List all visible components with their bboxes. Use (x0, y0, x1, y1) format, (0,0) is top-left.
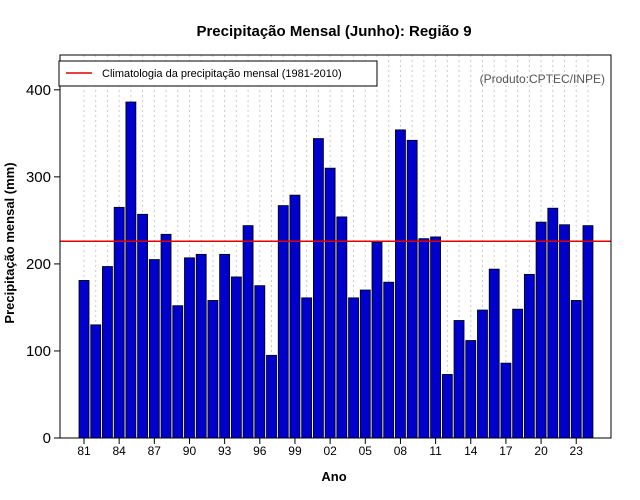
bar-1989 (172, 305, 184, 439)
bar-1999 (289, 194, 301, 439)
bar-2020 (535, 221, 547, 439)
x-tick-label: 14 (464, 444, 478, 458)
bar-2008 (395, 129, 406, 439)
x-axis: 81 84 87 90 93 96 99 02 05 08 11 14 17 20 23 (77, 438, 583, 458)
x-tick-label: 05 (359, 444, 373, 458)
y-tick-label: 300 (26, 169, 51, 186)
credit-text: (Produto:CPTEC/INPE) (480, 72, 605, 86)
bar-1996 (254, 285, 266, 439)
bar-1982 (90, 324, 102, 439)
bar-1998 (277, 205, 289, 439)
chart-title: Precipitação Mensal (Junho): Região 9 (196, 23, 471, 40)
bar-2015 (477, 309, 488, 439)
bar-2022 (559, 224, 570, 439)
bar-2023 (570, 300, 582, 439)
x-tick-label: 81 (77, 444, 91, 458)
bar-1991 (195, 253, 207, 439)
bar-2010 (418, 238, 430, 439)
bar-2005 (359, 289, 371, 439)
x-axis-title: Ano (321, 469, 346, 484)
x-tick-label: 23 (570, 444, 584, 458)
bar-2004 (348, 297, 359, 439)
bar-1986 (137, 213, 149, 439)
bars-layer (78, 101, 594, 439)
bar-1997 (266, 354, 277, 439)
y-tick-label: 0 (43, 430, 51, 447)
bar-1994 (230, 276, 242, 439)
legend: Climatologia da precipitação mensal (198… (58, 60, 378, 87)
y-tick-label: 200 (26, 256, 51, 273)
bar-1987 (148, 259, 160, 439)
bar-2012 (441, 374, 453, 439)
legend-box (58, 60, 378, 87)
bar-1985 (125, 101, 137, 439)
plot-frame (59, 54, 612, 439)
bar-2002 (324, 167, 336, 439)
x-tick-label: 96 (253, 444, 267, 458)
y-tick-label: 100 (26, 343, 51, 360)
x-tick-label: 17 (499, 444, 513, 458)
bar-2011 (430, 236, 442, 439)
bar-2013 (453, 320, 465, 439)
bar-1988 (160, 233, 172, 439)
bar-2017 (500, 362, 512, 439)
x-tick-label: 99 (288, 444, 302, 458)
x-tick-label: 08 (394, 444, 408, 458)
bar-2001 (312, 138, 324, 439)
bar-2019 (523, 273, 535, 439)
bar-1995 (242, 225, 254, 439)
x-tick-label: 84 (112, 444, 126, 458)
bar-1981 (78, 280, 90, 439)
bar-1992 (207, 300, 219, 439)
bar-2014 (465, 340, 477, 439)
bar-2000 (301, 297, 313, 439)
bar-1990 (184, 257, 195, 439)
bar-2009 (406, 139, 418, 439)
legend-label: Climatologia da precipitação mensal (198… (102, 68, 342, 80)
bar-2024 (582, 225, 594, 439)
bar-2006 (371, 241, 383, 439)
x-tick-label: 11 (429, 444, 442, 458)
x-tick-label: 93 (218, 444, 232, 458)
y-axis-title: Precipitação mensal (mm) (2, 162, 17, 323)
bar-2007 (383, 281, 395, 439)
x-tick-label: 02 (323, 444, 337, 458)
x-tick-label: 90 (183, 444, 197, 458)
y-tick-label: 400 (26, 82, 51, 99)
x-tick-label: 20 (534, 444, 548, 458)
bar-2018 (512, 308, 524, 439)
y-axis: 0 100 200 300 400 (26, 82, 60, 447)
x-tick-label: 87 (148, 444, 162, 458)
bar-2003 (336, 216, 348, 439)
bar-1983 (102, 266, 113, 439)
bar-2016 (488, 268, 500, 439)
bar-1993 (219, 253, 231, 439)
bar-2021 (547, 207, 559, 439)
